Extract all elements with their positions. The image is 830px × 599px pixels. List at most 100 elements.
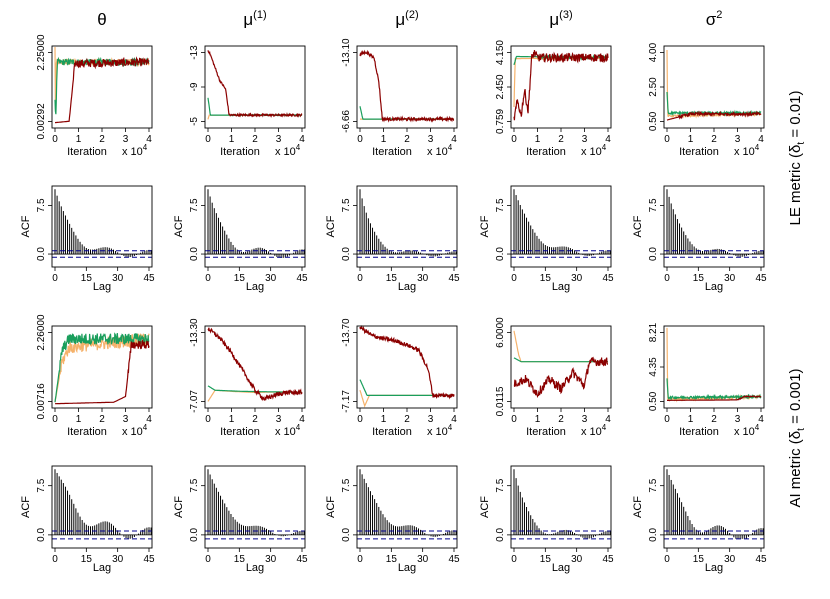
x-tick-label: 0 <box>205 554 211 565</box>
trace-series-1 <box>54 332 150 403</box>
y-tick-label: 0.0115 <box>495 386 506 416</box>
trace-series-1 <box>207 97 303 117</box>
x-axis-label: Iteration <box>220 146 260 158</box>
y-tick-label: 7.5 <box>495 478 506 492</box>
y-tick-label: 7.5 <box>495 198 506 212</box>
y-tick-label: 0.00292 <box>36 103 47 140</box>
column-title-4: σ2 <box>706 9 723 29</box>
x-axis-label: Iteration <box>526 426 566 438</box>
trace-panel-4: 0 1 2 3 4 Iteration x 104 0.50 2.50 4.00 <box>648 42 765 158</box>
trace-series-0 <box>54 46 150 110</box>
acf-frame <box>510 465 612 549</box>
x-tick-label: 30 <box>571 273 583 284</box>
column-title-2: μ(2) <box>395 9 418 29</box>
y-tick-label: 4.150 <box>495 40 506 65</box>
x-axis-label: Lag <box>93 562 111 574</box>
x-axis-label: Iteration <box>526 146 566 158</box>
trace-panel-0: 0 1 2 3 4 Iteration x 104 0.00292 2.25000 <box>36 34 153 158</box>
x-tick-label: 15 <box>540 273 552 284</box>
y-tick-label: 0.0 <box>341 527 352 541</box>
x-tick-label: 0 <box>357 134 363 145</box>
x-multiplier: x 104 <box>122 423 148 438</box>
acf-frame <box>204 185 306 268</box>
row-label-main: AI metric (δ <box>787 431 804 508</box>
x-tick-label: 0 <box>664 554 670 565</box>
y-tick-label: 7.5 <box>341 198 352 212</box>
x-multiplier-base: x 10 <box>581 146 602 158</box>
x-tick-label: 3 <box>735 414 741 425</box>
y-tick-label: 0.0 <box>36 247 47 261</box>
column-title-0: θ <box>97 10 106 29</box>
y-tick-label: 7.5 <box>341 478 352 492</box>
x-tick-label: 2 <box>404 134 410 145</box>
y-tick-label: 7.5 <box>36 478 47 492</box>
acf-panel-7: 0 15 30 45 Lag 0.0 7.5 ACF <box>325 185 460 293</box>
y-tick-label: 0.0 <box>648 247 659 261</box>
acf-panel-6: 0 15 30 45 Lag 0.0 7.5 ACF <box>173 185 308 293</box>
acf-frame <box>663 465 765 549</box>
x-multiplier-base: x 10 <box>122 146 143 158</box>
x-multiplier: x 104 <box>581 143 607 158</box>
x-tick-label: 15 <box>540 554 552 565</box>
x-axis-label: Lag <box>398 562 416 574</box>
x-multiplier: x 104 <box>122 143 148 158</box>
x-tick-label: 1 <box>76 414 82 425</box>
x-multiplier-base: x 10 <box>734 146 755 158</box>
column-title-base: σ <box>706 10 717 29</box>
x-tick-label: 2 <box>404 414 410 425</box>
trace-panel-13: 0 1 2 3 4 Iteration x 104 0.0115 6.0000 <box>495 317 612 438</box>
acf-frame <box>51 185 153 268</box>
y-tick-label: -13.30 <box>189 318 200 347</box>
trace-series-2 <box>513 356 609 399</box>
x-multiplier-exp: 4 <box>143 423 148 432</box>
trace-series-0 <box>513 330 608 363</box>
x-tick-label: 4 <box>146 134 152 145</box>
y-tick-label: 2.50 <box>648 77 659 97</box>
x-tick-label: 0 <box>511 414 517 425</box>
x-tick-label: 15 <box>81 273 93 284</box>
x-tick-label: 0 <box>357 414 363 425</box>
x-tick-label: 45 <box>296 554 308 565</box>
y-tick-label: 8.21 <box>648 322 659 342</box>
trace-series-0 <box>666 49 762 119</box>
x-multiplier-exp: 4 <box>755 423 760 432</box>
y-axis-label: ACF <box>632 496 644 518</box>
x-tick-label: 0 <box>511 134 517 145</box>
row-label-end: = 0.001) <box>787 368 804 428</box>
trace-series-2 <box>207 50 303 118</box>
x-tick-label: 1 <box>535 414 541 425</box>
x-tick-label: 30 <box>265 273 277 284</box>
trace-panel-1: 0 1 2 3 4 Iteration x 104 -5 -9 -13 <box>189 45 306 158</box>
x-tick-label: 45 <box>755 273 767 284</box>
x-multiplier: x 104 <box>581 423 607 438</box>
x-tick-label: 0 <box>664 414 670 425</box>
x-tick-label: 2 <box>99 134 105 145</box>
x-tick-label: 0 <box>52 273 58 284</box>
x-axis-label: Iteration <box>220 426 260 438</box>
x-tick-label: 0 <box>205 134 211 145</box>
x-multiplier-exp: 4 <box>296 143 301 152</box>
y-tick-label: 7.5 <box>36 198 47 212</box>
y-tick-label: -5 <box>189 117 200 126</box>
x-tick-label: 2 <box>558 134 564 145</box>
x-tick-label: 3 <box>428 414 434 425</box>
acf-frame <box>51 465 153 549</box>
y-tick-label: 2.450 <box>495 74 506 99</box>
x-tick-label: 30 <box>112 554 124 565</box>
x-tick-label: 45 <box>448 554 460 565</box>
column-title-sup: (3) <box>559 9 572 21</box>
x-axis-label: Lag <box>705 562 723 574</box>
x-tick-label: 2 <box>252 414 258 425</box>
x-tick-label: 4 <box>451 134 457 145</box>
x-axis-label: Iteration <box>67 146 107 158</box>
y-tick-label: 0.0 <box>36 527 47 541</box>
x-multiplier-base: x 10 <box>122 426 143 438</box>
x-multiplier-base: x 10 <box>734 426 755 438</box>
acf-panel-5: 0 15 30 45 Lag 0.0 7.5 ACF <box>20 185 155 293</box>
x-multiplier-base: x 10 <box>275 146 296 158</box>
y-tick-label: -6.66 <box>341 110 352 133</box>
x-tick-label: 30 <box>724 273 736 284</box>
row-label-end: = 0.01) <box>787 91 804 142</box>
y-tick-label: 2.25000 <box>36 34 47 71</box>
